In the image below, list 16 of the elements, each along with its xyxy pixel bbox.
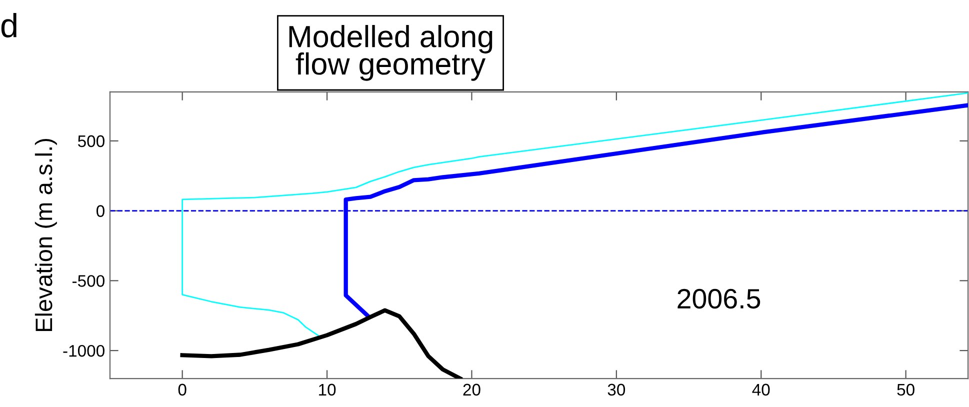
x-tick-label: 0: [178, 384, 186, 396]
line-series: [182, 92, 968, 338]
x-tick-label: 30: [608, 384, 626, 396]
x-tick-label: 20: [463, 384, 480, 396]
y-tick-label: 500: [78, 135, 104, 148]
y-tick-label: -500: [72, 275, 104, 287]
line-series: [180, 308, 462, 379]
x-tick-label: 10: [319, 384, 336, 396]
annotation: 2006.5: [678, 288, 760, 309]
y-tick-label: 0: [96, 205, 104, 217]
chart-title: Modelled along flow geometry: [289, 24, 492, 81]
text: d: [1, 12, 16, 38]
x-tick-label: 50: [897, 384, 914, 396]
y-tick-label: -1000: [63, 344, 104, 357]
x-tick-label: 40: [752, 384, 770, 396]
y-axis-title: Elevation (m a.s.l.): [34, 138, 57, 332]
